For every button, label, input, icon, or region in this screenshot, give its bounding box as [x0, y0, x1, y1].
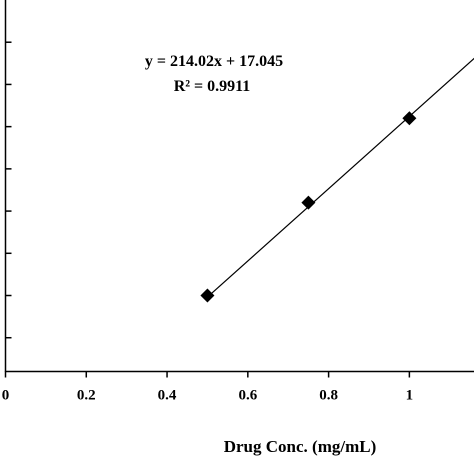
data-point	[301, 195, 316, 210]
x-axis-title: Drug Conc. (mg/mL)	[224, 437, 377, 456]
data-point	[200, 288, 215, 303]
y-ticks	[5, 41, 12, 339]
data-point	[402, 111, 417, 126]
trendline	[207, 57, 474, 298]
x-tick-label: 0.4	[158, 388, 177, 404]
x-tick-label: 1	[406, 388, 414, 404]
x-tick-labels: 0 0.2 0.4 0.6 0.8 1	[2, 388, 413, 404]
x-tick-label: 0.8	[319, 388, 338, 404]
x-tick-label: 0	[2, 388, 10, 404]
r-squared-label: R² = 0.9911	[174, 78, 251, 95]
x-ticks	[4, 371, 411, 378]
data-points	[200, 111, 417, 303]
x-tick-label: 0.2	[77, 388, 96, 404]
x-tick-label: 0.6	[238, 388, 257, 404]
regression-equation: y = 214.02x + 17.045	[145, 53, 283, 70]
axes	[4, 0, 474, 373]
